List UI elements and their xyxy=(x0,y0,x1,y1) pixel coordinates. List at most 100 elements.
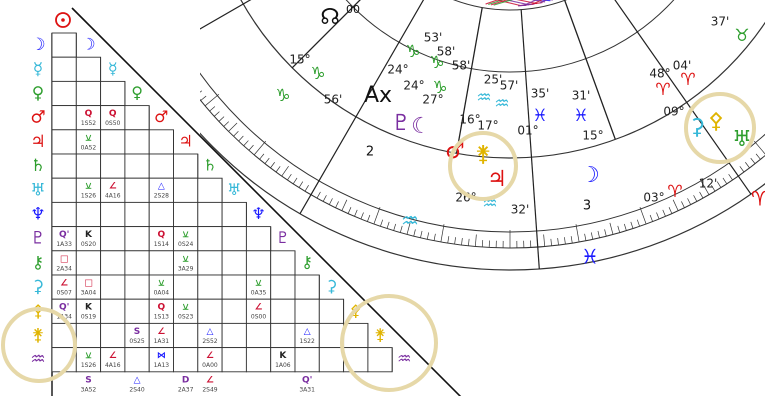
wheel-label: ♓ xyxy=(532,106,547,126)
wheel-label: 24° xyxy=(387,63,408,77)
degree-tick xyxy=(649,214,653,222)
diagonal-symbol: ☽ xyxy=(81,35,95,54)
aspect-glyph: △ xyxy=(158,182,165,192)
degree-tick xyxy=(253,140,267,156)
aspect-glyph: Q xyxy=(158,303,166,313)
aspect-glyph: K xyxy=(85,303,93,313)
grid-cell xyxy=(100,274,126,300)
wheel-label: 25' xyxy=(484,73,503,87)
degree-tick xyxy=(604,229,607,237)
sign-boundary xyxy=(520,9,540,270)
aspect-orb: 2S40 xyxy=(129,386,144,393)
house-cusp xyxy=(564,0,616,140)
grid-cell xyxy=(100,105,126,131)
degree-tick xyxy=(722,177,728,184)
grid-cell xyxy=(148,347,174,373)
degree-tick xyxy=(228,122,238,132)
grid-cell xyxy=(124,250,150,276)
degree-tick xyxy=(354,209,358,217)
aspect-orb: 2S49 xyxy=(202,386,217,393)
aspect-orb: 2A34 xyxy=(56,265,72,272)
degree-tick xyxy=(699,191,704,199)
grid-cell xyxy=(75,153,102,179)
degree-tick xyxy=(204,93,220,107)
aspect-orb: 0S19 xyxy=(81,314,96,321)
wheel-planet: ♃ xyxy=(487,167,507,192)
wheel-label: ♑ xyxy=(429,53,444,73)
highlights xyxy=(1,92,756,392)
degree-tick xyxy=(630,221,634,229)
grid-cell xyxy=(173,226,199,252)
degree-tick xyxy=(711,184,716,192)
diagonal-symbol: ♇ xyxy=(276,228,290,247)
sign-boundary xyxy=(614,0,752,195)
grid-cell xyxy=(51,80,77,107)
row-symbol: ☽ xyxy=(30,35,45,55)
grid-cell xyxy=(51,177,77,203)
degree-tick xyxy=(146,9,152,12)
degree-tick xyxy=(693,195,698,202)
aspect-orb: 1S26 xyxy=(81,362,96,369)
degree-tick xyxy=(745,162,750,169)
degree-tick xyxy=(172,57,178,61)
sign-boundary xyxy=(299,0,425,215)
degree-tick xyxy=(636,219,640,227)
wheel-label: ♉ xyxy=(734,26,749,46)
grid-cell xyxy=(75,56,102,82)
degree-tick xyxy=(176,63,182,67)
row-symbol: ⚴ xyxy=(32,301,44,321)
highlight-ring xyxy=(1,307,77,383)
aspect-grid: ☽ ☽☿ ☿♀ ♀♂ ♂♃ ♃♄ ♄♅ ♅♆ ♆♇ ♇⚷ ⚷⚳ ⚳⚴ ⚴⚵ ⚵♒ ♒Q1S52Q0S50⚺0… xyxy=(30,7,462,396)
degree-tick xyxy=(264,157,270,164)
aspect-glyph: □ xyxy=(60,254,69,264)
house-cusp xyxy=(291,0,361,69)
aspect-glyph: ⚺ xyxy=(183,230,189,240)
grid-cell xyxy=(270,347,296,373)
grid-cell xyxy=(75,298,102,324)
wheel-label: 04' xyxy=(673,59,692,73)
wheel-label: 24° xyxy=(403,79,424,93)
degree-tick xyxy=(393,223,397,231)
grid-cell xyxy=(221,201,247,228)
wheel-label: 56' xyxy=(324,93,343,107)
grid-cell xyxy=(173,322,199,349)
grid-cell xyxy=(100,250,126,276)
degree-tick xyxy=(200,90,203,93)
grid-cell xyxy=(245,322,272,349)
north-node-degree: 00 xyxy=(346,3,360,16)
aspect-glyph: ⚺ xyxy=(85,133,91,143)
aspect-glyph: ⋈ xyxy=(157,351,166,361)
aspect-orb: 0A52 xyxy=(81,144,97,151)
aspect-line xyxy=(518,4,527,7)
degree-tick xyxy=(461,238,463,246)
wheel-label: 32' xyxy=(511,203,530,217)
degree-tick xyxy=(550,238,552,246)
degree-tick xyxy=(155,28,161,31)
diagonal-symbol: ⚵ xyxy=(374,325,386,344)
diagonal-symbol: ♄ xyxy=(203,156,217,175)
aspect-glyph: □ xyxy=(84,279,93,289)
sun-circle xyxy=(55,12,71,28)
degree-tick xyxy=(420,230,423,238)
degree-tick xyxy=(233,131,239,137)
wheel-label: 01° xyxy=(517,124,538,138)
degree-tick xyxy=(440,224,445,243)
grid-cell xyxy=(124,347,150,373)
degree-tick xyxy=(590,232,594,240)
aspect-glyph: ⚺ xyxy=(85,351,91,361)
grid-cell xyxy=(270,274,296,300)
wheel-label: 35' xyxy=(531,87,550,101)
grid-cell xyxy=(75,274,102,300)
aspect-glyph: S xyxy=(134,327,140,337)
aspect-orb: 3A31 xyxy=(299,386,315,393)
aspect-glyph: ∠ xyxy=(206,375,214,385)
grid-cell xyxy=(294,298,320,324)
row-symbol: ♄ xyxy=(30,156,45,176)
degree-tick xyxy=(597,230,600,238)
degree-tick xyxy=(322,195,327,202)
highlight-ring xyxy=(684,92,756,164)
grid-cell xyxy=(51,153,77,179)
grid-cell xyxy=(75,250,102,276)
grid-cell xyxy=(100,347,126,373)
degree-tick xyxy=(188,80,194,84)
